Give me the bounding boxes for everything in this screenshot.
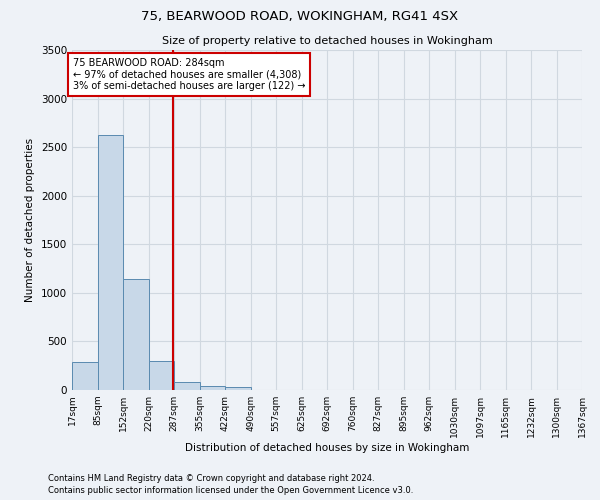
Bar [200,386,226,390]
Bar [98,134,124,390]
Bar [174,382,200,390]
Bar [225,387,251,390]
X-axis label: Distribution of detached houses by size in Wokingham: Distribution of detached houses by size … [185,442,469,452]
Text: 75 BEARWOOD ROAD: 284sqm
← 97% of detached houses are smaller (4,308)
3% of semi: 75 BEARWOOD ROAD: 284sqm ← 97% of detach… [73,58,305,91]
Y-axis label: Number of detached properties: Number of detached properties [25,138,35,302]
Text: Contains HM Land Registry data © Crown copyright and database right 2024.
Contai: Contains HM Land Registry data © Crown c… [48,474,413,495]
Bar [149,361,175,390]
Text: 75, BEARWOOD ROAD, WOKINGHAM, RG41 4SX: 75, BEARWOOD ROAD, WOKINGHAM, RG41 4SX [142,10,458,23]
Bar [123,280,149,390]
Title: Size of property relative to detached houses in Wokingham: Size of property relative to detached ho… [161,36,493,46]
Bar [72,362,98,390]
